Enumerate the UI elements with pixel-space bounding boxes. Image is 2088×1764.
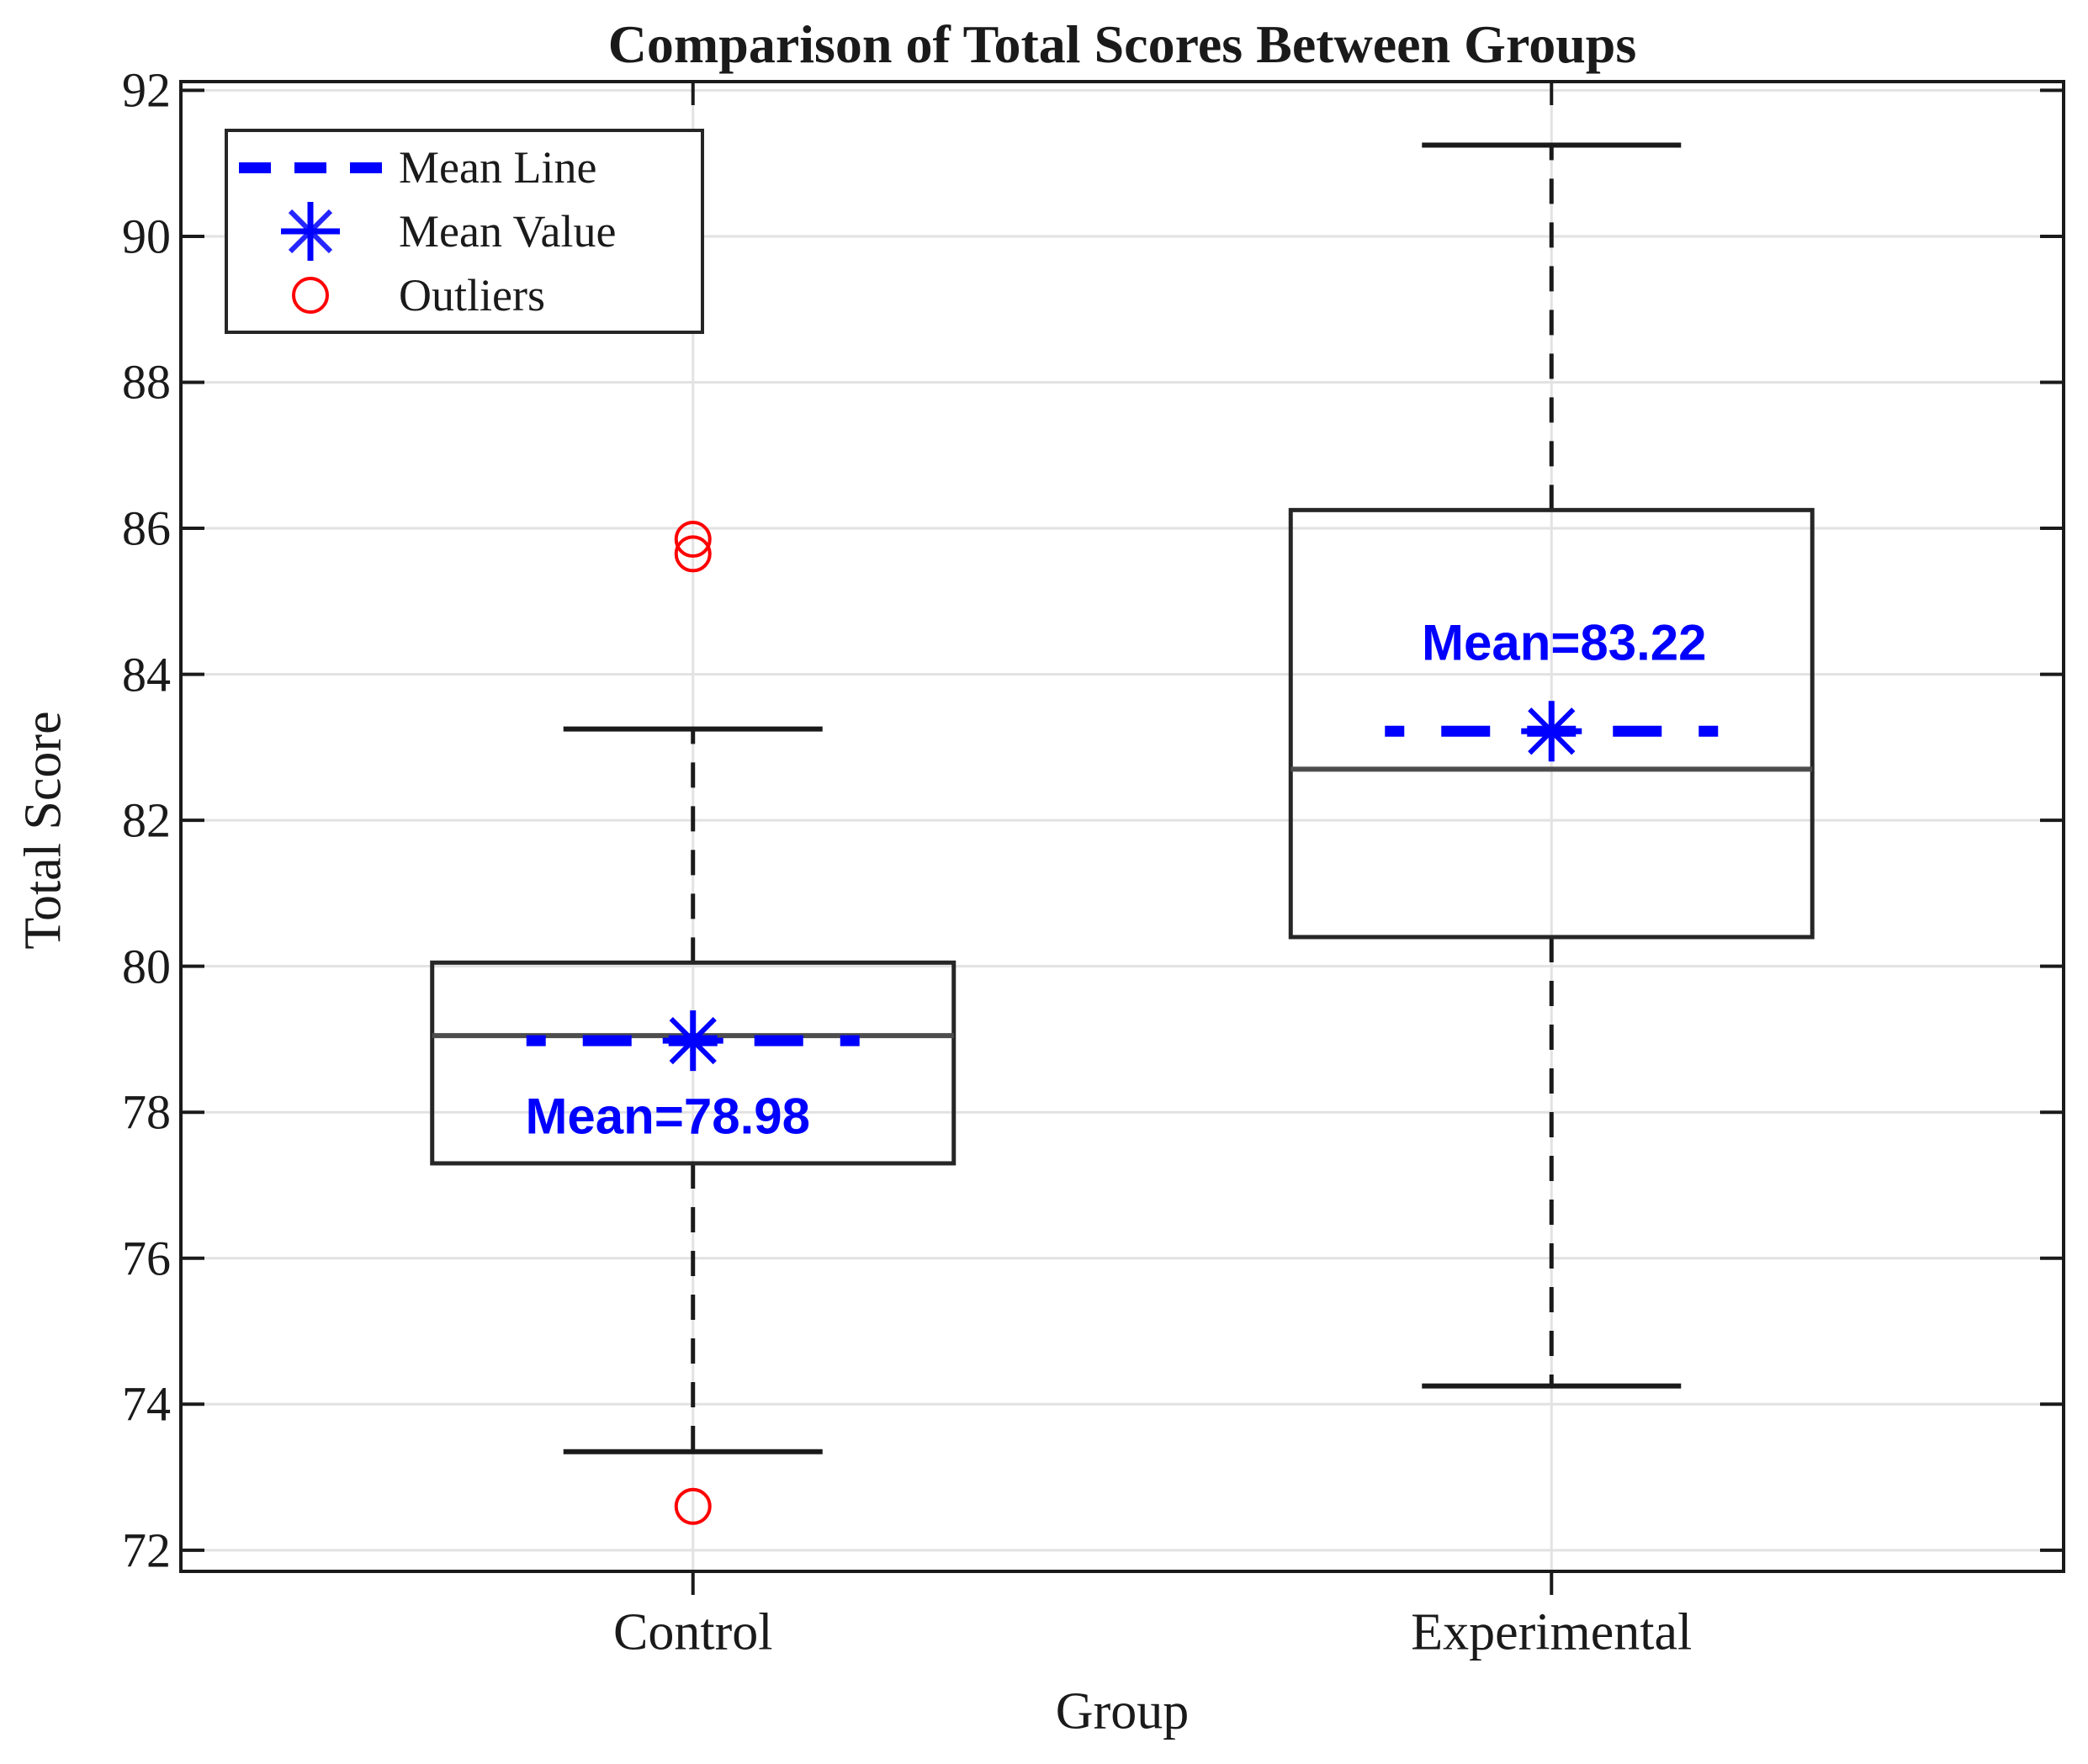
y-tick-label: 84 (122, 647, 171, 702)
iqr-box (1288, 507, 1815, 940)
outlier-marker (674, 1487, 712, 1525)
legend: Mean Line Mean Value Outliers (225, 129, 704, 334)
outlier-marker (674, 521, 712, 559)
legend-item-mean-line: Mean Line (228, 141, 701, 193)
y-axis-label: Total Score (14, 711, 72, 950)
y-tick-label: 78 (122, 1084, 171, 1140)
y-tick-label: 86 (122, 501, 171, 556)
circle-marker-icon (228, 277, 392, 314)
legend-item-label: Outliers (399, 270, 545, 320)
legend-item-mean-value: Mean Value (228, 202, 701, 261)
y-tick-label: 76 (122, 1231, 171, 1286)
axis-frame (179, 80, 2065, 1573)
x-tick-label: Control (613, 1603, 773, 1661)
y-tick-label: 88 (122, 354, 171, 410)
y-tick-label: 80 (122, 939, 171, 994)
y-tick-label: 74 (122, 1376, 171, 1432)
asterisk-marker-icon (228, 193, 392, 270)
chart-title: Comparison of Total Scores Between Group… (607, 14, 1637, 74)
mean-value-label: Mean=83.22 (1421, 614, 1707, 671)
y-tick-label: 92 (122, 62, 171, 118)
y-tick-label: 90 (122, 209, 171, 264)
x-axis-label: Group (1055, 1682, 1190, 1740)
y-tick-label: 72 (122, 1523, 171, 1578)
iqr-box (430, 960, 957, 1166)
y-tick-label: 82 (122, 792, 171, 848)
legend-item-label: Mean Value (399, 206, 617, 257)
mean-value-label: Mean=78.98 (525, 1088, 811, 1145)
outlier-marker (674, 535, 712, 573)
legend-item-outliers: Outliers (228, 269, 701, 321)
dashed-line-swatch-icon (228, 162, 392, 173)
mean-asterisk-marker (1528, 707, 1576, 755)
mean-asterisk-marker (669, 1017, 717, 1065)
legend-item-label: Mean Line (399, 142, 597, 193)
x-tick-label: Experimental (1411, 1603, 1693, 1661)
